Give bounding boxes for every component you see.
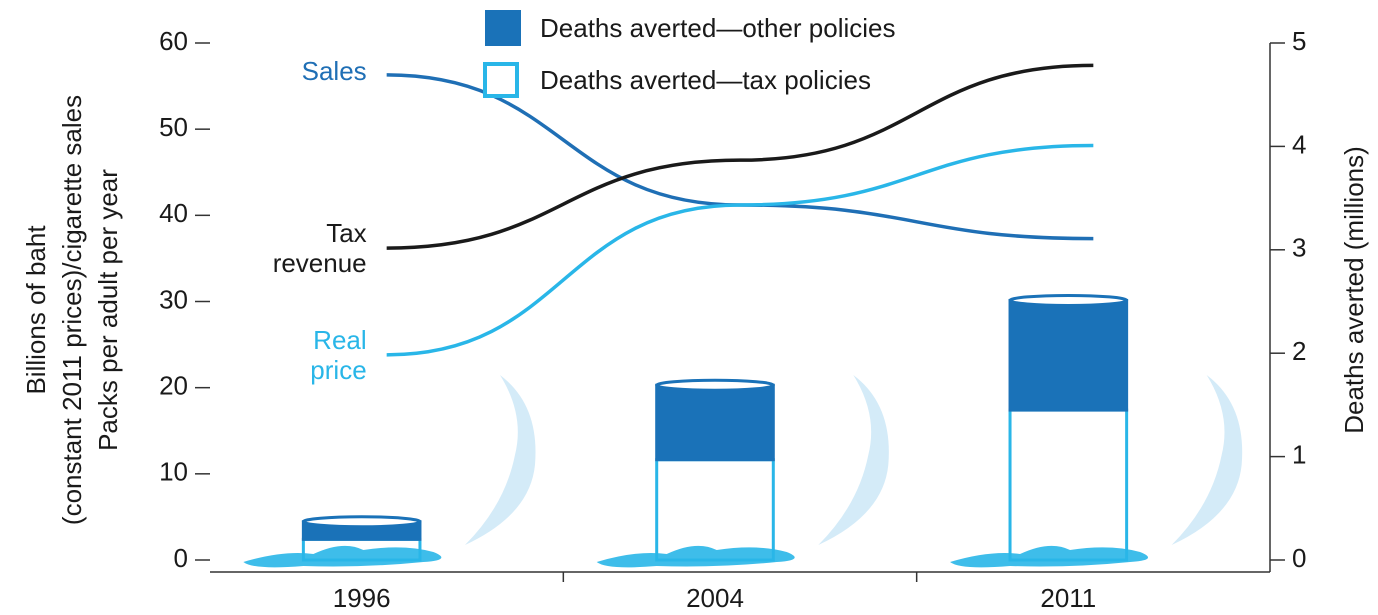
smoke-decoration bbox=[1172, 375, 1243, 545]
x-tick-label: 1996 bbox=[333, 583, 391, 613]
y-axis-title: Packs per adult per year bbox=[93, 169, 123, 451]
y2-tick-label: 3 bbox=[1292, 233, 1306, 263]
legend-swatch bbox=[485, 10, 521, 46]
y-tick-label: 40 bbox=[159, 198, 188, 228]
y2-tick-label: 0 bbox=[1292, 543, 1306, 573]
bar bbox=[1010, 410, 1127, 560]
series-label: Real price bbox=[257, 325, 367, 385]
smoke-decoration bbox=[818, 375, 889, 545]
bar-cap bbox=[303, 517, 420, 527]
y-tick-label: 10 bbox=[159, 457, 188, 487]
y2-tick-label: 4 bbox=[1292, 129, 1306, 159]
ash-decoration bbox=[950, 546, 1148, 568]
y-tick-label: 30 bbox=[159, 284, 188, 314]
series-label: Tax revenue bbox=[257, 218, 367, 278]
y-tick-label: 50 bbox=[159, 112, 188, 142]
y-axis-title: (constant 2011 prices)/cigarette sales bbox=[57, 95, 87, 525]
y-tick-label: 0 bbox=[174, 543, 188, 573]
bar-cap bbox=[657, 380, 774, 390]
y-tick-label: 60 bbox=[159, 26, 188, 56]
ash-decoration bbox=[597, 546, 795, 568]
smoke-decoration bbox=[465, 375, 536, 545]
bar bbox=[1010, 300, 1127, 410]
bar-cap bbox=[1010, 295, 1127, 305]
x-tick-label: 2011 bbox=[1040, 583, 1096, 613]
y2-tick-label: 5 bbox=[1292, 26, 1306, 56]
y2-axis-title: Deaths averted (millions) bbox=[1339, 146, 1369, 434]
ash-decoration bbox=[243, 546, 441, 568]
chart-area: 0 10 20 30 40 50 60 0 1 2 3 4 5 1996 2004 2011 Billions … bbox=[0, 0, 1378, 615]
legend-label: Deaths averted—other policies bbox=[540, 13, 896, 43]
y-tick-label: 20 bbox=[159, 371, 188, 401]
y-axis-title: Billions of baht bbox=[21, 225, 51, 395]
bar bbox=[657, 460, 774, 560]
line bbox=[387, 146, 1094, 355]
bar bbox=[657, 385, 774, 459]
y2-tick-label: 2 bbox=[1292, 336, 1306, 366]
series-label: Sales bbox=[257, 56, 367, 86]
y2-tick-label: 1 bbox=[1292, 439, 1306, 469]
legend-swatch bbox=[485, 64, 517, 96]
chart: 0 10 20 30 40 50 60 0 1 2 3 4 5 1996 2004 2011 Billions … bbox=[0, 0, 1378, 615]
legend-label: Deaths averted—tax policies bbox=[540, 65, 871, 95]
x-tick-label: 2004 bbox=[686, 583, 744, 613]
